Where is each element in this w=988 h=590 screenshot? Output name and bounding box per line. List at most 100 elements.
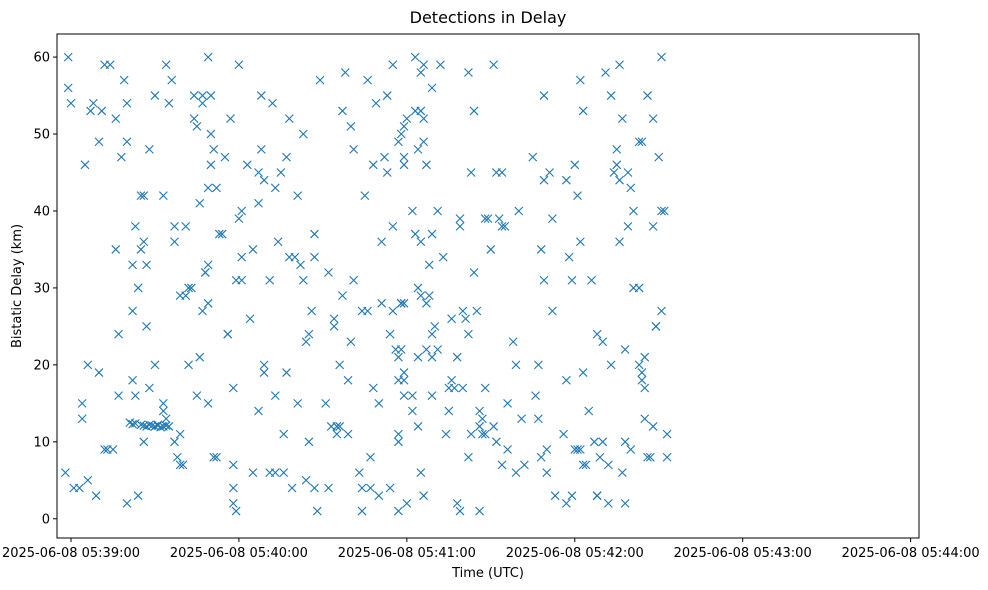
data-point-marker [480,429,490,439]
data-point-marker [279,468,289,477]
data-point-marker [133,283,143,293]
data-point-marker [519,460,529,470]
data-point-marker [94,368,104,377]
data-point-marker [416,68,426,77]
data-point-marker [388,60,398,70]
data-point-marker [212,183,221,193]
data-point-marker [228,460,238,470]
data-point-marker [217,229,227,239]
data-point-marker [592,491,602,501]
data-point-marker [385,483,395,493]
data-point-marker [480,214,490,224]
data-point-marker [128,375,137,385]
data-point-marker [259,360,269,370]
data-point-marker [640,352,650,362]
data-point-marker [203,183,213,193]
data-point-marker [209,145,219,154]
data-point-marker [584,406,594,416]
data-point-marker [301,475,311,485]
data-point-marker [357,506,367,516]
data-point-marker [508,337,518,347]
data-point-marker [164,98,174,108]
data-point-marker [111,245,121,254]
data-point-marker [234,60,244,70]
x-tick-label: 2025-06-08 05:44:00 [842,546,980,561]
data-point-marker [122,98,132,108]
chart-title: Detections in Delay [410,8,567,27]
data-point-marker [128,306,137,316]
data-point-marker [178,460,188,470]
data-point-marker [172,452,182,462]
data-point-marker [270,183,280,193]
data-point-marker [620,345,630,354]
data-point-marker [254,406,263,416]
data-point-marker [270,391,280,401]
data-point-marker [293,398,303,408]
data-point-marker [514,206,524,216]
data-point-marker [455,214,465,224]
data-point-marker [533,360,543,370]
data-point-marker [617,114,627,124]
data-point-marker [494,214,504,224]
data-point-marker [212,452,221,462]
data-point-marker [181,221,191,231]
data-point-marker [408,391,417,401]
data-point-marker [254,168,263,177]
data-point-marker [489,422,498,431]
data-point-marker [136,245,146,254]
data-point-marker [615,60,624,70]
data-point-marker [413,145,423,154]
data-point-marker [536,245,546,254]
y-tick-label: 30 [33,281,50,296]
data-point-marker [573,191,582,200]
data-point-marker [301,337,311,347]
plot-frame [56,33,920,539]
data-point-marker [254,198,263,208]
data-point-marker [228,483,238,493]
data-point-marker [422,160,431,170]
data-point-marker [279,429,289,439]
data-point-marker [83,360,93,370]
data-point-marker [284,114,294,124]
data-point-marker [248,245,258,254]
y-axis: 0 10 20 30 40 50 60 [33,51,57,527]
data-point-marker [88,98,98,108]
data-point-marker [567,491,577,501]
data-point-marker [533,414,543,424]
data-point-marker [430,322,440,331]
data-point-marker [450,383,459,393]
data-point-marker [603,498,613,508]
data-point-marker [200,268,210,277]
data-point-marker [259,175,269,185]
data-point-marker [612,160,622,170]
data-point-marker [363,75,373,85]
data-point-marker [346,121,356,131]
data-point-marker [189,91,199,100]
data-point-marker [394,437,403,447]
data-point-marker [66,98,76,108]
data-point-marker [304,329,314,339]
data-point-marker [503,445,512,454]
data-point-marker [416,291,426,301]
data-point-marker [455,221,465,231]
data-point-marker [158,406,168,416]
data-point-marker [575,237,585,247]
data-point-marker [144,383,154,393]
data-point-marker [419,114,429,124]
data-point-marker [606,360,616,370]
data-point-marker [422,298,431,308]
data-point-marker [486,245,496,254]
data-point-marker [329,314,339,324]
data-point-marker [399,298,409,308]
data-point-marker [189,114,199,124]
data-point-marker [139,437,149,447]
data-point-marker [228,498,238,508]
data-point-marker [343,375,353,385]
data-point-marker [130,391,140,401]
data-point-marker [324,268,333,277]
data-point-marker [223,329,233,339]
data-point-marker [307,306,317,316]
data-point-marker [100,445,109,454]
data-point-marker [581,460,591,470]
